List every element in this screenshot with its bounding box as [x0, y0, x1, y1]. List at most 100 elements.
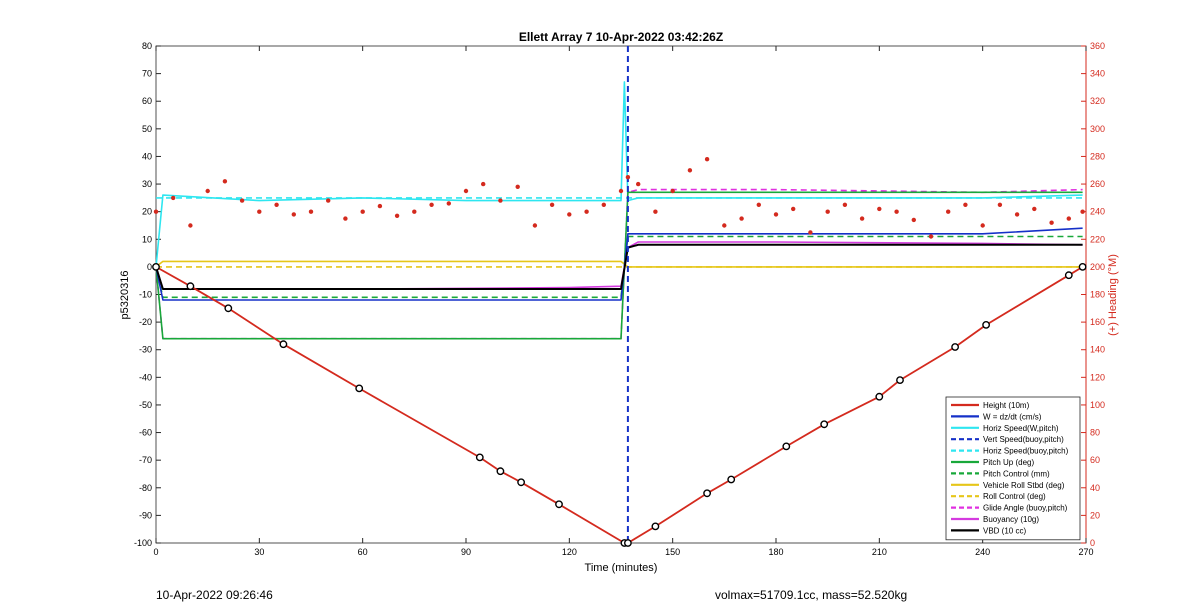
x-tick-label: 180 — [768, 547, 783, 557]
heading-point — [825, 209, 830, 214]
heading-point — [808, 230, 813, 235]
heading-point — [498, 198, 503, 203]
heading-point — [704, 157, 710, 162]
height-marker — [555, 500, 563, 509]
heading-point — [153, 209, 159, 214]
height-marker — [896, 376, 904, 384]
series-line-buoyancy-10g — [155, 241, 1083, 290]
height-marker — [224, 304, 233, 313]
height-marker — [186, 282, 195, 291]
heading-point — [911, 217, 916, 223]
heading-point — [877, 206, 882, 212]
series-line-vehicle-roll-stbd-deg — [155, 260, 1083, 268]
height-marker — [496, 467, 505, 476]
x-tick-label: 30 — [254, 547, 264, 557]
heading-point — [722, 223, 727, 228]
series-line-pitch-control-mm — [155, 235, 1083, 299]
heading-point — [946, 209, 951, 214]
legend-label: Vehicle Roll Stbd (deg) — [983, 481, 1065, 490]
height-marker — [279, 340, 288, 349]
y-tick-label-right: 40 — [1090, 483, 1100, 493]
height-marker — [727, 475, 736, 484]
heading-point — [928, 234, 934, 239]
y-tick-label-right: 200 — [1090, 262, 1105, 272]
heading-point — [274, 202, 279, 207]
y-tick-label-right: 360 — [1090, 41, 1105, 51]
heading-point — [997, 202, 1003, 207]
heading-point — [980, 223, 985, 228]
x-tick-label: 240 — [975, 547, 990, 557]
legend: Height (10m) W = dz/dt (cm/s) Horiz Speed(… — [945, 396, 1081, 541]
heading-point — [463, 188, 469, 194]
height-marker — [982, 320, 990, 329]
legend-label: Glide Angle (buoy,pitch) — [983, 504, 1068, 513]
y-tick-label-left: -90 — [139, 510, 152, 520]
legend-label: Height (10m) — [983, 401, 1030, 410]
heading-point — [636, 181, 641, 187]
heading-point — [584, 209, 589, 214]
heading-point — [308, 209, 314, 214]
y-tick-label-left: -30 — [139, 345, 152, 355]
y-tick-label-right: 320 — [1090, 96, 1105, 106]
heading-point — [171, 195, 176, 201]
height-marker — [703, 489, 711, 498]
y-tick-label-right: 60 — [1090, 455, 1100, 465]
y-tick-label-left: 30 — [142, 179, 152, 189]
y-tick-label-left: -10 — [139, 290, 152, 300]
heading-point — [377, 203, 383, 209]
y-axis-label-right: (+) Heading (°M) — [1107, 254, 1119, 336]
heading-point — [618, 188, 624, 194]
y-tick-label-right: 100 — [1090, 400, 1105, 410]
legend-label: VBD (10 cc) — [983, 526, 1026, 535]
y-tick-label-left: 80 — [142, 41, 152, 51]
y-tick-label-left: -60 — [139, 428, 152, 438]
heading-point — [532, 223, 538, 228]
heading-point — [773, 212, 779, 217]
heading-point — [670, 188, 675, 194]
heading-point — [601, 202, 606, 207]
y-tick-label-right: 120 — [1090, 372, 1105, 382]
heading-point — [343, 216, 348, 221]
height-marker — [475, 453, 484, 462]
legend-label: Horiz Speed(W,pitch) — [983, 424, 1059, 433]
heading-point — [429, 202, 434, 207]
legend-label: Buoyancy (10g) — [983, 515, 1039, 524]
heading-point — [842, 202, 848, 207]
heading-point — [1014, 212, 1020, 217]
x-tick-label: 270 — [1078, 547, 1093, 557]
x-axis-label: Time (minutes) — [585, 562, 658, 574]
heading-point — [1049, 220, 1054, 225]
legend-box — [945, 396, 1081, 541]
y-tick-label-left: 0 — [147, 262, 152, 272]
heading-point — [188, 223, 193, 228]
series-line-horiz-speed-w-pitch — [155, 81, 1083, 267]
heading-point — [412, 209, 417, 214]
series-line-height-10m — [155, 266, 1084, 544]
y-tick-label-right: 160 — [1090, 317, 1105, 327]
y-axis-label-left: p5320316 — [119, 271, 131, 320]
legend-label: Roll Control (deg) — [983, 492, 1046, 501]
x-tick-label: 60 — [358, 547, 368, 557]
heading-point — [653, 209, 658, 214]
heading-point — [360, 209, 365, 214]
y-tick-label-left: -70 — [139, 455, 152, 465]
series-line-w-dz-dt-cm-s — [155, 227, 1083, 301]
x-tick-label: 0 — [153, 547, 158, 557]
height-marker — [651, 522, 660, 531]
y-tick-label-right: 220 — [1090, 234, 1105, 244]
y-tick-label-left: -100 — [134, 538, 152, 548]
heading-point — [1080, 209, 1085, 214]
y-tick-label-left: 20 — [142, 207, 152, 217]
heading-point — [222, 179, 228, 184]
y-tick-label-right: 0 — [1090, 538, 1095, 548]
heading-point — [1032, 206, 1037, 212]
heading-point — [859, 216, 865, 221]
heading-point — [894, 209, 899, 214]
heading-point — [567, 212, 572, 217]
y-tick-label-right: 240 — [1090, 207, 1105, 217]
heading-point — [963, 202, 968, 207]
height-marker — [1064, 271, 1073, 280]
series-line-vbd-10-cc — [155, 243, 1083, 290]
heading-point — [257, 209, 262, 214]
